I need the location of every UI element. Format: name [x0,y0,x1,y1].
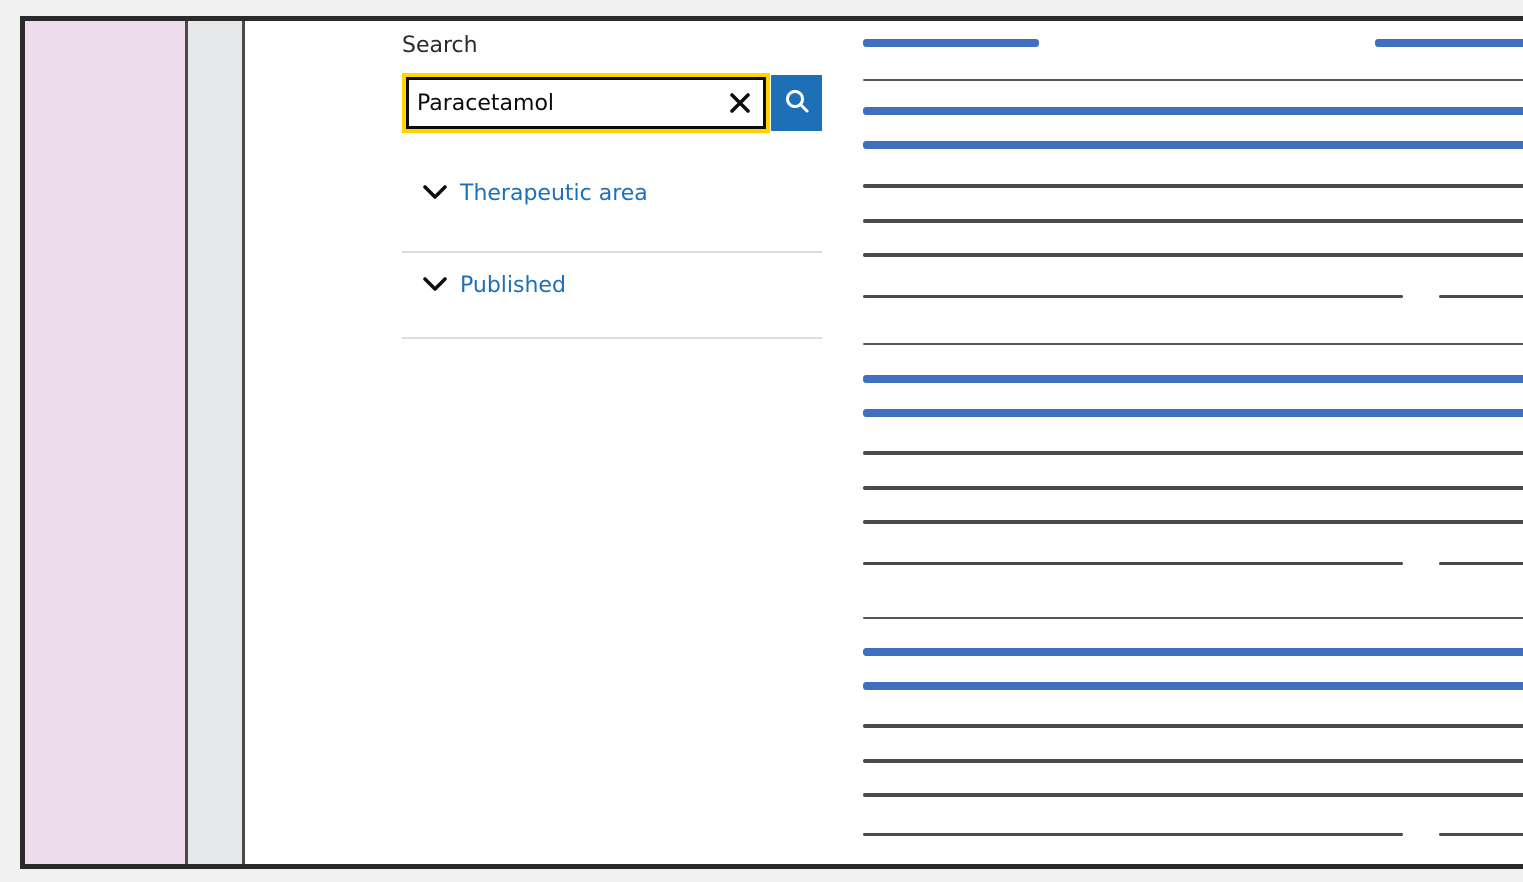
filter-toggle[interactable]: Published [402,273,822,298]
search-field [402,73,770,133]
text-placeholder [863,793,1523,797]
text-placeholder [863,184,1523,188]
meta-placeholder [1439,295,1523,298]
filter-label[interactable]: Therapeutic area [460,181,648,206]
text-placeholder [863,253,1523,257]
meta-placeholder [1439,833,1523,836]
text-placeholder [863,759,1523,763]
app-frame: Search Therapeutic area Published [20,16,1523,869]
meta-placeholder [863,833,1403,836]
placeholder-link[interactable] [1375,39,1523,47]
meta-placeholder [863,562,1403,565]
text-placeholder [863,451,1523,455]
search-icon [784,88,810,118]
search-field-inner [406,77,766,129]
search-input[interactable] [417,90,725,116]
result-title-placeholder[interactable] [863,648,1523,656]
text-placeholder [863,520,1523,524]
divider [863,343,1523,345]
sidebar-panel [25,21,188,864]
text-placeholder [863,486,1523,490]
close-icon[interactable] [725,88,755,118]
filter-toggle[interactable]: Therapeutic area [402,181,822,206]
divider [863,617,1523,619]
chevron-down-icon [422,184,448,204]
filter-published[interactable]: Published [402,273,822,339]
search-button[interactable] [771,75,822,131]
filter-therapeutic-area[interactable]: Therapeutic area [402,181,822,253]
text-placeholder [863,219,1523,223]
result-title-placeholder[interactable] [863,107,1523,115]
filter-label[interactable]: Published [460,273,566,298]
result-title-placeholder[interactable] [863,375,1523,383]
chevron-down-icon [422,276,448,296]
meta-placeholder [1439,562,1523,565]
result-title-placeholder[interactable] [863,409,1523,417]
placeholder-link[interactable] [863,39,1039,47]
sidebar-strip [188,21,245,864]
meta-placeholder [863,295,1403,298]
search-label: Search [402,33,478,58]
text-placeholder [863,724,1523,728]
results-list [863,21,1523,864]
result-title-placeholder[interactable] [863,141,1523,149]
result-title-placeholder[interactable] [863,682,1523,690]
divider [863,79,1523,81]
